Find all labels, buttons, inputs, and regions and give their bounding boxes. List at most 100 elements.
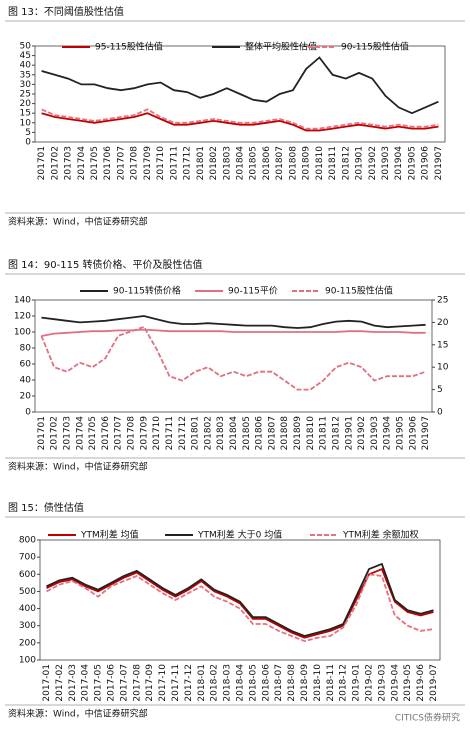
x-tick-label: 201810 [306,416,316,451]
legend-label: 95-115股性估值 [95,41,163,53]
x-tick-label: 201905 [395,416,405,450]
y2-tick-label: 15 [437,340,448,350]
x-tick-label: 2018-07 [274,664,284,702]
x-tick-label: 201904 [383,416,393,451]
y-tick-label: 300 [19,621,36,631]
x-tick-label: 201812 [331,416,341,450]
x-tick-label: 201802 [209,146,219,180]
x-tick-label: 201809 [302,146,312,181]
y2-tick-label: 25 [437,296,448,306]
chart-title: 图 15：债性估值 [8,501,84,514]
y2-tick-label: 10 [437,363,449,373]
y-tick-label: 800 [19,536,36,546]
x-tick-label: 201906 [408,416,418,451]
y-tick-label: 100 [19,656,36,666]
x-tick-label: 2019-03 [377,664,387,702]
x-tick-label: 201703 [63,416,73,450]
x-tick-label: 201801 [196,146,206,180]
legend-label: 90-115转债价格 [113,285,181,297]
y-tick-label: 500 [19,587,36,597]
series-line [46,562,434,637]
x-tick-label: 201708 [127,416,137,451]
series-line [41,112,439,132]
x-tick-label: 2017-01 [42,664,52,702]
x-tick-label: 201902 [357,416,367,450]
x-tick-label: 201907 [434,146,444,180]
x-tick-label: 201805 [242,416,252,450]
x-tick-label: 201711 [165,416,175,450]
x-tick-label: 201811 [328,146,338,180]
x-tick-label: 201904 [394,146,404,181]
series-line [46,573,434,643]
y-tick-label: 400 [19,604,36,614]
y-tick-label: 20 [20,99,32,109]
y2-tick-label: 0 [437,408,443,418]
x-tick-label: 2017-10 [158,664,168,702]
x-tick-label: 201807 [267,416,277,450]
x-tick-label: 201901 [355,146,365,180]
x-tick-label: 2019-05 [403,664,413,702]
y-tick-label: 600 [19,570,36,580]
y-tick-label: 35 [20,70,31,80]
series-line [41,108,439,130]
x-tick-label: 2017-09 [145,664,155,702]
y-tick-label: 25 [20,90,31,100]
x-tick-label: 201712 [178,416,188,450]
y-tick-label: 0 [25,138,31,148]
x-tick-label: 201808 [288,146,298,181]
x-tick-label: 201805 [249,146,259,180]
y-tick-label: 200 [19,638,36,648]
legend-label: 90-115股性估值 [325,285,393,297]
x-tick-label: 201902 [368,146,378,180]
x-tick-label: 2017-03 [68,664,78,702]
x-tick-label: 2018-05 [248,664,258,702]
x-tick-label: 201705 [90,146,100,180]
x-tick-label: 201701 [37,146,47,180]
plot-frame [39,539,441,661]
series-line [41,315,426,329]
x-tick-label: 201807 [275,146,285,180]
y-tick-label: 120 [14,312,31,322]
y-tick-label: 20 [20,392,32,402]
chart-title: 图 13：不同阈值股性估值 [8,5,124,18]
y-tick-label: 15 [20,109,31,119]
legend-label: 90-115平价 [228,286,278,297]
y-tick-label: 50 [20,42,32,52]
watermark: CITICS债券研究 [395,712,460,724]
legend-label: 整体平均股性估值 [245,41,317,53]
x-tick-label: 2019-07 [429,664,439,702]
x-tick-label: 2017-12 [184,664,194,702]
y2-tick-label: 20 [437,318,449,328]
x-tick-label: 201701 [37,416,47,450]
x-tick-label: 2017-05 [94,664,104,702]
x-tick-label: 201705 [88,416,98,450]
x-tick-label: 201804 [229,416,239,451]
x-tick-label: 2018-02 [210,664,220,702]
x-tick-label: 201704 [77,146,87,181]
y-tick-label: 30 [20,80,32,90]
x-tick-label: 2018-12 [339,664,349,702]
x-tick-label: 201810 [315,146,325,181]
y-tick-label: 45 [20,51,31,61]
x-tick-label: 201802 [203,416,213,450]
x-tick-label: 201803 [222,146,232,180]
x-tick-label: 201710 [156,146,166,181]
legend-label: YTM利差 均值 [80,529,139,541]
x-tick-label: 201712 [183,146,193,180]
chart-title: 图 14：90-115 转债价格、平价及股性估值 [8,258,203,271]
x-tick-label: 201708 [130,146,140,181]
x-tick-label: 2018-03 [223,664,233,702]
x-tick-label: 2019-04 [390,664,400,702]
y-tick-label: 700 [19,553,36,563]
x-tick-label: 2017-08 [132,664,142,702]
x-tick-label: 201804 [236,146,246,181]
y-tick-label: 10 [20,118,32,128]
y-tick-label: 60 [20,360,32,370]
x-tick-label: 2018-01 [197,664,207,702]
x-tick-label: 201901 [344,416,354,450]
x-tick-label: 2018-09 [300,664,310,702]
x-tick-label: 201703 [64,146,74,180]
x-tick-label: 201704 [75,416,85,451]
x-tick-label: 201811 [319,416,329,450]
